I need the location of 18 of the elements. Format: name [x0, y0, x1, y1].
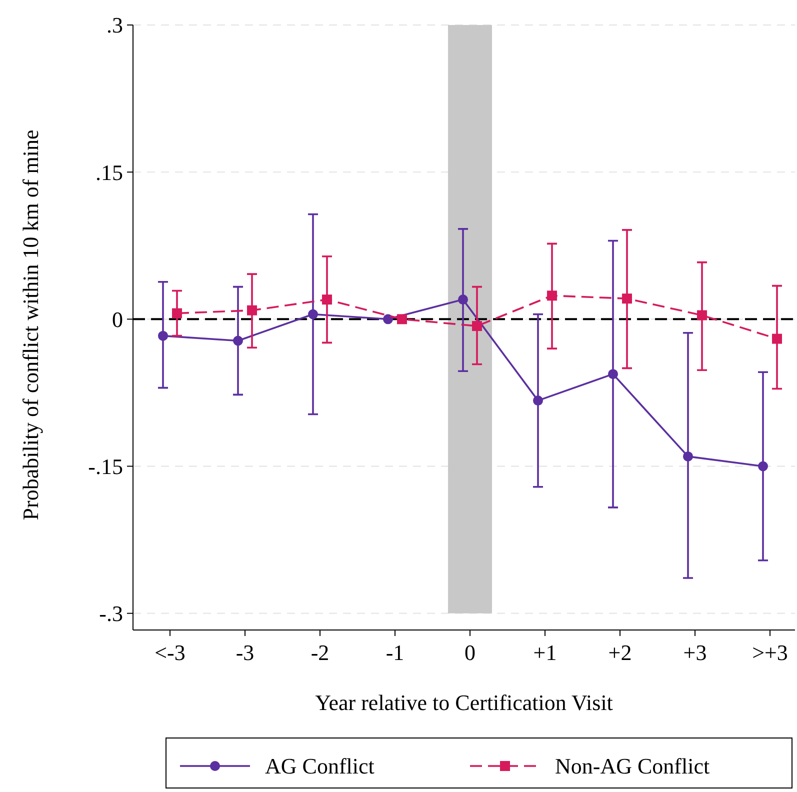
- x-tick-label: +1: [533, 640, 557, 665]
- x-tick-label: +3: [683, 640, 707, 665]
- y-tick-label: .3: [106, 12, 123, 38]
- x-tick-label: -2: [310, 640, 330, 665]
- legend-label: Non-AG Conflict: [555, 754, 710, 779]
- y-axis-title: Probability of conflict within 10 km of mine: [18, 130, 43, 520]
- y-tick-label: -.15: [88, 454, 123, 479]
- y-tick-label: .15: [96, 160, 123, 185]
- x-tick-label: 0: [464, 640, 476, 665]
- y-tick-label: 0: [112, 306, 123, 332]
- legend-label: AG Conflict: [265, 754, 374, 779]
- x-axis-title: Year relative to Certification Visit: [315, 690, 613, 715]
- x-tick-label: -3: [236, 640, 254, 665]
- x-tick-label: <-3: [154, 640, 186, 665]
- x-tick-label: >+3: [752, 640, 788, 665]
- y-tick-label: -.3: [99, 601, 123, 626]
- x-tick-label: +2: [608, 640, 632, 665]
- x-tick-label: -1: [386, 640, 404, 665]
